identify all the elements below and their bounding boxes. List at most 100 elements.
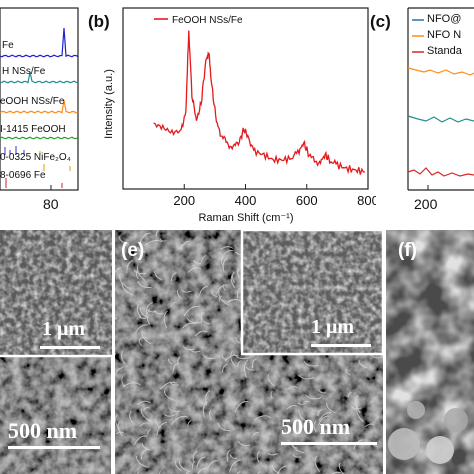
panel-c-plot [407,7,474,191]
x-axis-label: Raman Shift (cm⁻¹) [198,212,293,224]
nanosheet-flake [209,410,213,420]
nanosheet-flake [234,400,249,413]
nanosheet-flake [256,471,262,474]
nanosheet-flake [118,235,129,245]
nanosheet-flake [177,356,181,366]
nanosheet-flake [129,410,134,424]
nanosheet-flake [176,289,182,299]
nanosheet-flake [217,422,232,432]
panel-e-sem: (e) 1 μm 500 nm [115,230,383,474]
nanosheet-flake [317,415,330,426]
nanosheet-flake [231,271,236,284]
nanosheet-flake [254,415,272,421]
panel-e-texture [115,230,383,474]
nanosheet-flake [159,470,162,474]
nanosheet-flake [168,407,180,413]
panel-a-trace [0,99,79,114]
nanosheet-flake [136,304,142,319]
nanosheet-flake [314,455,320,473]
nanosheet-flake [172,362,180,374]
nanosheet-flake [171,415,188,425]
nanosheet-flake [115,348,117,356]
nanosheet-flake [228,459,241,473]
nanosheet-flake [298,409,311,424]
nanosheet-flake [317,389,327,394]
nanosheet-flake [222,354,227,361]
nanosheet-flake [115,267,122,274]
nanosheet-flake [202,401,208,418]
nanosheet-flake [345,368,352,376]
panel-a-legend-4: I-1415 FeOOH [0,124,66,135]
nanosheet-flake [191,461,196,470]
nanosheet-flake [218,290,229,306]
nanosheet-flake [222,363,228,373]
nanosheet-flake [208,460,218,468]
nanosheet-flake [170,301,177,308]
nanosheet-flake [270,390,273,399]
nanosheet-flake [180,240,190,250]
nanosheet-flake [225,298,242,304]
nanosheet-flake [135,324,149,334]
nanosheet-flake [371,355,383,359]
nanosheet-flake [229,454,238,460]
nanosheet-flake [145,302,153,316]
nanosheet-flake [136,246,146,253]
nanosheet-flake [331,471,341,474]
legend-label: FeOOH NSs/Fe [172,15,243,26]
panel-a-legend-5: 0-0325 NiFe₂O₄ [0,152,71,163]
nanosheet-flake [355,395,361,414]
nanosheet-flake [154,270,163,281]
panel-d-scale-top: 1 μm [42,318,85,340]
x-tick-label: 800 [357,193,376,208]
nanosheet-flake [267,373,276,387]
panel-c-teal-line [407,115,474,123]
nanosheet-flake [140,307,150,319]
nanosheet-flake [267,452,278,456]
panel-a-xtick-80: 80 [43,196,59,212]
panel-c-red-line [407,167,474,177]
nanosheet-flake [159,238,167,242]
nanosheet-flake [163,310,168,329]
nanosheet-flake [126,260,133,274]
nanosheet-flake [230,272,236,289]
nanosheet-flake [243,359,249,378]
nanosheet-flake [170,272,177,282]
x-tick-label: 200 [173,193,195,208]
nanosheet-flake [317,409,323,417]
panel-e-scale-inset: 1 μm [311,316,354,338]
panel-d-scale-bottom: 500 nm [8,418,78,443]
nanosheet-flake [139,422,149,427]
nanosheet-flake [141,330,152,345]
panel-f-texture [386,230,474,474]
nanosheet-flake [140,408,153,423]
nanosheet-flake [115,468,117,470]
nanosheet-flake [205,390,211,406]
panel-a: Fe H NSs/Fe eOOH NSs/Fe I-1415 FeOOH 0-0… [0,0,108,218]
nanosheet-flake [256,450,261,463]
panel-c-legend-3: Standa [427,45,462,57]
x-tick-label: 400 [235,193,257,208]
nanosheet-flake [277,465,286,474]
nanosheet-flake [168,358,173,365]
nanosheet-flake [303,360,319,367]
panel-f-label: (f) [398,240,417,261]
nanosheet-flake [178,461,191,472]
panel-a-trace [0,136,79,140]
nanosheet-flake [222,257,228,272]
nanosheet-flake [142,407,150,411]
nanosheet-flake [138,338,143,347]
nanosheet-flake [236,287,242,298]
nanosheet-flake [141,443,151,451]
nanosheet-flake [215,284,228,295]
nanosheet-flake [200,311,205,325]
nanosheet-flake [313,420,317,433]
nanosheet-flake [220,246,234,250]
panel-f-sem: (f) [386,230,474,474]
nanosheet-flake [183,305,200,317]
nanosheet-flake [142,233,149,238]
panel-a-legend-2: H NSs/Fe [2,66,46,77]
panel-c-xtick-200: 200 [414,196,438,212]
nanosheet-flake [146,309,151,325]
nanosheet-flake [223,249,234,255]
nanosheet-flake [351,405,362,410]
